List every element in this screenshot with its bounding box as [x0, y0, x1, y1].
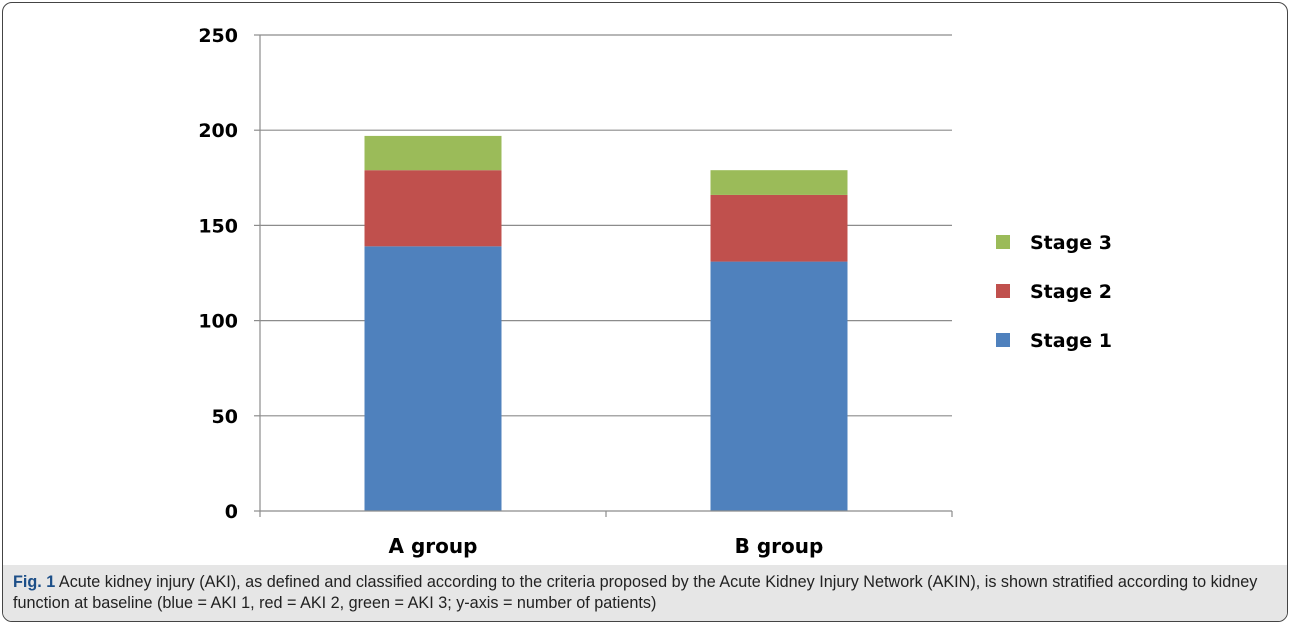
legend-swatch	[996, 333, 1010, 347]
bars	[364, 135, 848, 511]
bar-stage-2	[710, 194, 848, 262]
y-tick-label: 50	[212, 406, 238, 428]
caption-box	[3, 565, 1287, 621]
legend-swatch	[996, 284, 1010, 298]
legend-swatch	[996, 235, 1010, 249]
y-tick-label: 150	[198, 215, 238, 237]
y-tick-label: 200	[198, 120, 238, 142]
legend-label: Stage 1	[1030, 330, 1112, 352]
bar-stage-3	[710, 170, 848, 195]
x-axis-labels: A group B group	[389, 534, 824, 558]
caption-text: Acute kidney injury (AKI), as defined an…	[13, 573, 1258, 612]
bar-stage-2	[364, 170, 502, 247]
legend-label: Stage 3	[1030, 232, 1112, 254]
caption-label: Fig. 1	[13, 573, 56, 591]
y-axis-ticks: 0 50 100 150 200 250	[198, 25, 260, 523]
bar-stage-1	[364, 246, 502, 511]
y-tick-label: 100	[198, 311, 238, 333]
bar-stage-3	[364, 135, 502, 171]
y-tick-label: 250	[198, 25, 238, 47]
gridlines	[260, 34, 952, 417]
figure-caption: Fig. 1 Acute kidney injury (AKI), as def…	[13, 572, 1278, 614]
bar-stage-1	[710, 261, 848, 511]
axes	[259, 35, 953, 517]
legend-label: Stage 2	[1030, 281, 1112, 303]
y-tick-label: 0	[225, 501, 238, 523]
legend: Stage 3 Stage 2 Stage 1	[996, 232, 1112, 352]
x-category-label: B group	[735, 534, 824, 558]
x-category-label: A group	[389, 534, 478, 558]
